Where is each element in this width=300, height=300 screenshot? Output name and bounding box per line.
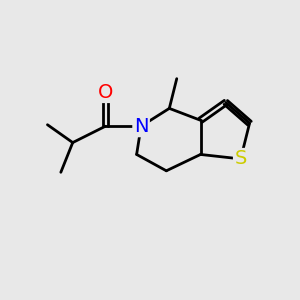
Text: S: S [235,149,247,168]
Text: O: O [98,82,113,101]
Text: N: N [134,117,148,136]
